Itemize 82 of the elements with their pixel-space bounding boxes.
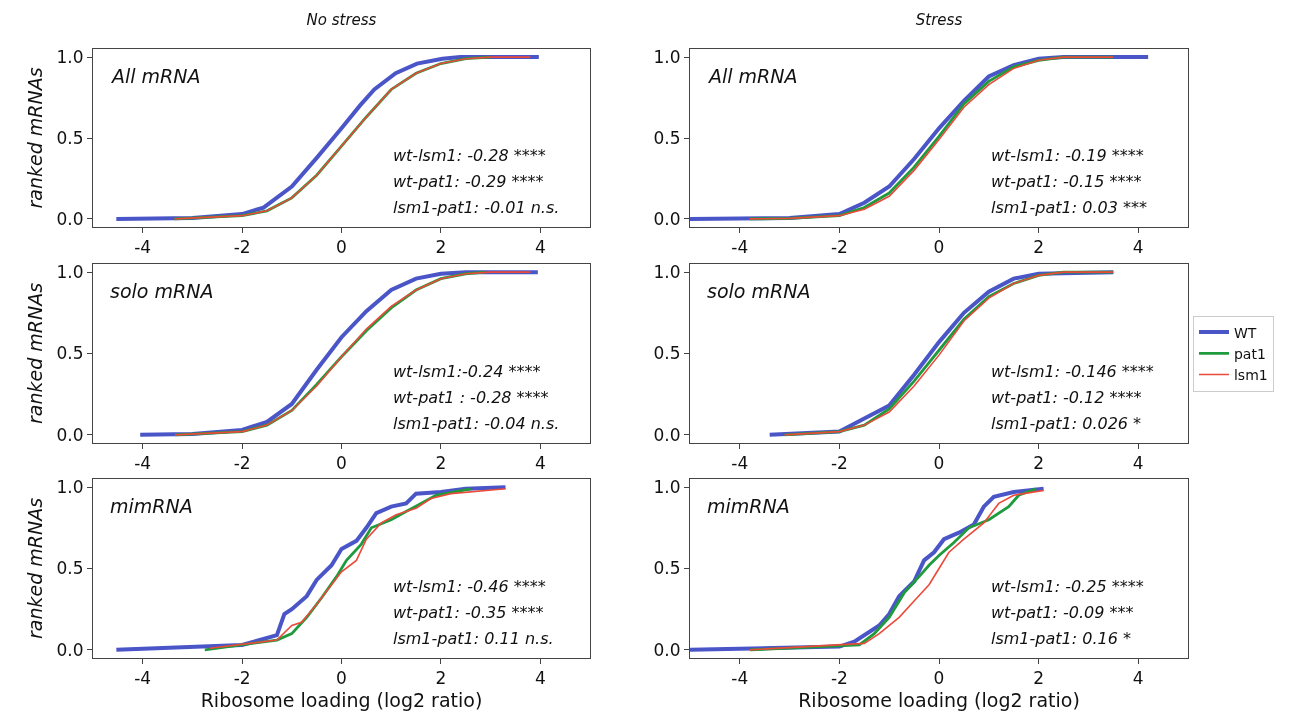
annotation: wt-pat1: -0.15 **** (991, 172, 1142, 191)
y-tick-label: 0.5 (653, 558, 681, 579)
x-tick-label: -4 (731, 668, 749, 689)
x-tick-label: 0 (933, 668, 945, 689)
x-tick-label: 2 (1033, 453, 1045, 474)
y-tick-label: 1.0 (653, 47, 681, 68)
x-axis-title: Ribosome loading (log2 ratio) (200, 689, 483, 712)
annotation: mimRNA (110, 495, 193, 517)
legend-label: pat1 (1233, 345, 1266, 362)
x-tick-label: -2 (830, 668, 848, 689)
annotation: wt-lsm1: -0.28 **** (393, 146, 546, 165)
annotation: All mRNA (110, 65, 201, 87)
y-tick-label: 0.5 (56, 127, 84, 148)
annotation: lsm1-pat1: 0.11 n.s. (393, 629, 554, 648)
annotation: solo mRNA (110, 280, 214, 302)
annotation: lsm1-pat1: -0.04 n.s. (393, 414, 560, 433)
y-tick-label: 0.0 (56, 639, 84, 660)
y-tick-label: 1.0 (56, 477, 84, 498)
y-tick-label: 0.5 (653, 127, 681, 148)
x-tick-label: 0 (336, 237, 347, 258)
annotation: wt-pat1: -0.09 *** (991, 603, 1134, 622)
y-axis-title: ranked mRNAs (24, 497, 47, 640)
annotation: wt-pat1 : -0.28 **** (393, 388, 549, 407)
annotation: lsm1-pat1: 0.026 * (991, 414, 1142, 433)
x-tick-label: 2 (435, 237, 447, 258)
chart-title: Stress (915, 11, 963, 30)
y-tick-label: 1.0 (653, 262, 681, 283)
y-tick-label: 1.0 (56, 262, 84, 283)
annotation: solo mRNA (707, 280, 811, 302)
chart-title: No stress (306, 11, 377, 30)
legend-label: lsm1 (1233, 366, 1268, 383)
x-tick-label: 2 (1033, 237, 1045, 258)
y-axis-title: ranked mRNAs (24, 282, 47, 425)
x-tick-label: 2 (1033, 668, 1045, 689)
x-tick-label: 0 (336, 453, 347, 474)
annotation: wt-lsm1: -0.46 **** (393, 577, 546, 596)
legend-label: WT (1233, 324, 1257, 341)
x-tick-label: 2 (435, 668, 447, 689)
x-tick-label: -4 (134, 668, 152, 689)
annotation: mimRNA (707, 495, 790, 517)
annotation: wt-pat1: -0.12 **** (991, 388, 1142, 407)
x-tick-label: -2 (233, 453, 251, 474)
y-tick-label: 0.0 (56, 424, 84, 445)
annotation: lsm1-pat1: -0.01 n.s. (393, 198, 560, 217)
y-tick-label: 0.0 (653, 208, 681, 229)
annotation: All mRNA (707, 65, 798, 87)
y-tick-label: 0.0 (56, 208, 84, 229)
x-tick-label: 4 (534, 668, 546, 689)
x-tick-label: 0 (336, 668, 347, 689)
x-tick-label: -4 (134, 453, 152, 474)
x-tick-label: 4 (1132, 237, 1144, 258)
y-tick-label: 0.0 (653, 639, 681, 660)
x-tick-label: -2 (233, 668, 251, 689)
annotation: lsm1-pat1: 0.16 * (991, 629, 1131, 648)
annotation: wt-pat1: -0.29 **** (393, 172, 544, 191)
x-tick-label: 0 (933, 453, 945, 474)
x-tick-label: -2 (233, 237, 251, 258)
x-tick-label: 4 (1132, 453, 1144, 474)
x-tick-label: -2 (830, 237, 848, 258)
y-tick-label: 1.0 (653, 477, 681, 498)
y-axis-title: ranked mRNAs (24, 67, 47, 209)
y-tick-label: 0.5 (653, 343, 681, 364)
y-tick-label: 0.0 (653, 424, 681, 445)
annotation: wt-lsm1: -0.25 **** (991, 577, 1144, 596)
annotation: wt-pat1: -0.35 **** (393, 603, 544, 622)
x-tick-label: 4 (534, 453, 546, 474)
x-tick-label: 4 (1132, 668, 1144, 689)
y-tick-label: 0.5 (56, 558, 84, 579)
x-axis-title: Ribosome loading (log2 ratio) (798, 689, 1080, 712)
y-tick-label: 1.0 (56, 47, 84, 68)
annotation: lsm1-pat1: 0.03 *** (991, 198, 1147, 217)
annotation: wt-lsm1: -0.146 **** (991, 362, 1154, 381)
x-tick-label: -4 (134, 237, 152, 258)
x-tick-label: -4 (731, 237, 749, 258)
annotation: wt-lsm1: -0.19 **** (991, 146, 1144, 165)
x-tick-label: 2 (435, 453, 447, 474)
annotation: wt-lsm1:-0.24 **** (393, 362, 541, 381)
y-tick-label: 0.5 (56, 343, 84, 364)
x-tick-label: 0 (933, 237, 945, 258)
x-tick-label: -2 (830, 453, 848, 474)
x-tick-label: 4 (534, 237, 546, 258)
x-tick-label: -4 (731, 453, 749, 474)
